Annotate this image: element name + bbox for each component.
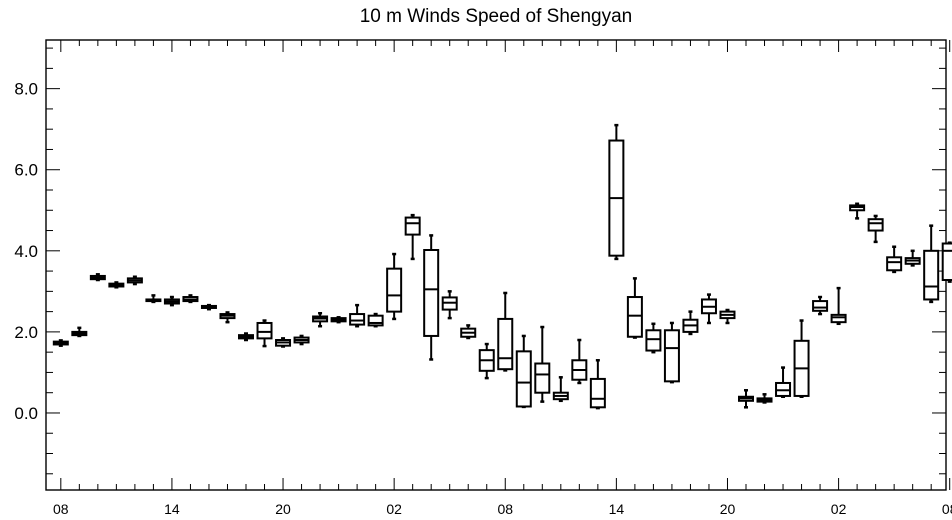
iqr-box xyxy=(867,218,884,232)
box-12 xyxy=(275,337,292,348)
box-5 xyxy=(145,294,162,304)
box-43 xyxy=(849,202,866,220)
x-tick-label: 02 xyxy=(831,501,847,517)
x-axis: 08 14 20 02 08 14 20 02 08 xyxy=(53,40,952,517)
box-21 xyxy=(441,290,458,320)
iqr-box xyxy=(515,350,532,408)
box-29 xyxy=(589,359,606,410)
box-34 xyxy=(682,310,699,336)
box-25 xyxy=(515,334,532,409)
y-axis: 0.0 2.0 4.0 6.0 8.0 xyxy=(14,47,946,475)
box-23 xyxy=(478,342,495,380)
box-46 xyxy=(904,249,921,267)
box-3 xyxy=(108,281,125,289)
iqr-box xyxy=(830,313,847,324)
box-47 xyxy=(923,224,940,304)
x-tick-label: 08 xyxy=(942,501,952,517)
x-tick-label: 08 xyxy=(53,501,69,517)
y-tick-label: 2.0 xyxy=(14,323,38,342)
iqr-box xyxy=(923,249,940,301)
iqr-box xyxy=(663,329,680,383)
x-tick-label: 14 xyxy=(164,501,180,517)
iqr-box xyxy=(386,267,403,313)
box-17 xyxy=(367,312,384,328)
iqr-box xyxy=(256,321,273,340)
box-41 xyxy=(812,295,829,316)
box-37 xyxy=(738,389,754,409)
iqr-box xyxy=(941,242,952,282)
x-tick-label: 20 xyxy=(275,501,291,517)
box-22 xyxy=(460,324,477,340)
box-13 xyxy=(293,334,310,346)
box-35 xyxy=(700,293,717,325)
y-tick-label: 4.0 xyxy=(14,242,38,261)
iqr-box xyxy=(589,377,606,409)
x-tick-label: 08 xyxy=(497,501,513,517)
box-31 xyxy=(626,277,643,339)
iqr-box xyxy=(404,216,421,236)
x-tick-label: 02 xyxy=(386,501,402,517)
box-15 xyxy=(330,316,347,324)
box-2 xyxy=(89,273,106,282)
box-39 xyxy=(775,366,792,399)
iqr-box xyxy=(886,256,903,272)
box-series xyxy=(52,123,952,410)
box-27 xyxy=(552,376,569,403)
iqr-box xyxy=(645,329,662,352)
box-45 xyxy=(886,245,903,274)
box-14 xyxy=(312,311,329,328)
box-4 xyxy=(126,275,143,286)
chart-title: 10 m Winds Speed of Shengyan xyxy=(359,6,633,27)
box-26 xyxy=(534,325,551,403)
y-tick-label: 8.0 xyxy=(14,80,38,99)
box-48 xyxy=(941,241,952,283)
box-8 xyxy=(200,303,217,311)
box-38 xyxy=(756,393,773,404)
y-tick-label: 0.0 xyxy=(14,404,38,423)
box-10 xyxy=(238,332,254,342)
box-11 xyxy=(256,319,273,348)
box-16 xyxy=(349,303,366,328)
box-18 xyxy=(386,252,403,321)
iqr-box xyxy=(349,313,366,326)
box-40 xyxy=(793,319,810,399)
box-19 xyxy=(404,213,421,261)
box-1 xyxy=(71,326,88,338)
iqr-box xyxy=(497,317,514,371)
box-33 xyxy=(663,321,680,384)
box-6 xyxy=(163,295,180,307)
box-0 xyxy=(52,339,69,347)
box-28 xyxy=(571,338,588,385)
plot-frame xyxy=(45,39,947,491)
box-42 xyxy=(830,286,847,326)
box-32 xyxy=(645,322,662,354)
box-30 xyxy=(608,123,625,261)
box-20 xyxy=(423,234,440,361)
box-7 xyxy=(182,294,199,304)
iqr-box xyxy=(534,362,551,394)
iqr-box xyxy=(626,296,643,338)
iqr-box xyxy=(367,314,384,327)
x-tick-label: 14 xyxy=(609,501,625,517)
y-tick-label: 6.0 xyxy=(14,161,38,180)
box-9 xyxy=(219,311,236,324)
iqr-box xyxy=(812,300,829,312)
x-tick-label: 20 xyxy=(720,501,736,517)
box-44 xyxy=(867,214,884,244)
box-24 xyxy=(497,291,514,372)
box-36 xyxy=(719,308,736,325)
iqr-box xyxy=(423,249,440,337)
